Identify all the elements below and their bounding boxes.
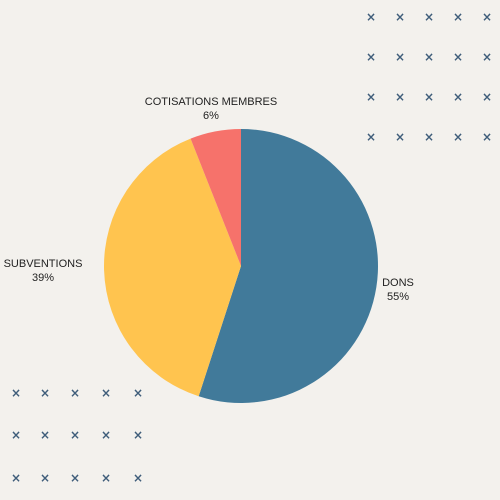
slice-name: COTISATIONS MEMBRES (144, 96, 278, 108)
slice-percent: 39% (31, 272, 55, 284)
decorative-cross-icon: × (394, 10, 406, 24)
decorative-cross-icon: × (423, 10, 435, 24)
decorative-cross-icon: × (39, 386, 51, 400)
decorative-cross-icon: × (100, 386, 112, 400)
decorative-cross-icon: × (69, 428, 81, 442)
decorative-cross-icon: × (69, 471, 81, 485)
slice-label-dons: DONS 55% (382, 276, 414, 304)
decorative-cross-icon: × (481, 130, 493, 144)
decorative-cross-icon: × (452, 90, 464, 104)
decorative-cross-icon: × (394, 130, 406, 144)
decorative-cross-icon: × (452, 10, 464, 24)
decorative-cross-icon: × (423, 50, 435, 64)
decorative-cross-icon: × (481, 10, 493, 24)
pie-slice-dons (198, 129, 379, 403)
decorative-cross-icon: × (452, 50, 464, 64)
decorative-cross-icon: × (39, 428, 51, 442)
decorative-cross-icon: × (423, 90, 435, 104)
slice-label-cotisations-membres: COTISATIONS MEMBRES 6% (145, 95, 277, 123)
decorative-cross-icon: × (39, 471, 51, 485)
decorative-cross-icon: × (394, 90, 406, 104)
decorative-cross-icon: × (10, 471, 22, 485)
pie-slice-cotisations-membres (190, 129, 241, 266)
decorative-cross-icon: × (365, 90, 377, 104)
decorative-cross-icon: × (132, 386, 144, 400)
decorative-cross-icon: × (452, 130, 464, 144)
decorative-cross-icon: × (100, 471, 112, 485)
pie-slice-subventions (104, 138, 242, 397)
pie-slices (104, 129, 379, 403)
decorative-cross-icon: × (423, 130, 435, 144)
decorative-cross-icon: × (481, 90, 493, 104)
slice-name: DONS (382, 277, 414, 289)
decorative-cross-icon: × (394, 50, 406, 64)
slice-percent: 55% (386, 291, 410, 303)
decorative-cross-icon: × (10, 386, 22, 400)
decorative-cross-icon: × (100, 428, 112, 442)
decorative-cross-icon: × (69, 386, 81, 400)
decorative-cross-icon: × (365, 50, 377, 64)
decorative-cross-icon: × (481, 50, 493, 64)
slice-name: SUBVENTIONS (3, 258, 83, 270)
decorative-cross-icon: × (10, 428, 22, 442)
decorative-cross-icon: × (132, 428, 144, 442)
decorative-cross-icon: × (365, 130, 377, 144)
decorative-cross-icon: × (365, 10, 377, 24)
slice-percent: 6% (203, 110, 219, 122)
decorative-cross-icon: × (132, 471, 144, 485)
slice-label-subventions: SUBVENTIONS 39% (4, 257, 83, 285)
